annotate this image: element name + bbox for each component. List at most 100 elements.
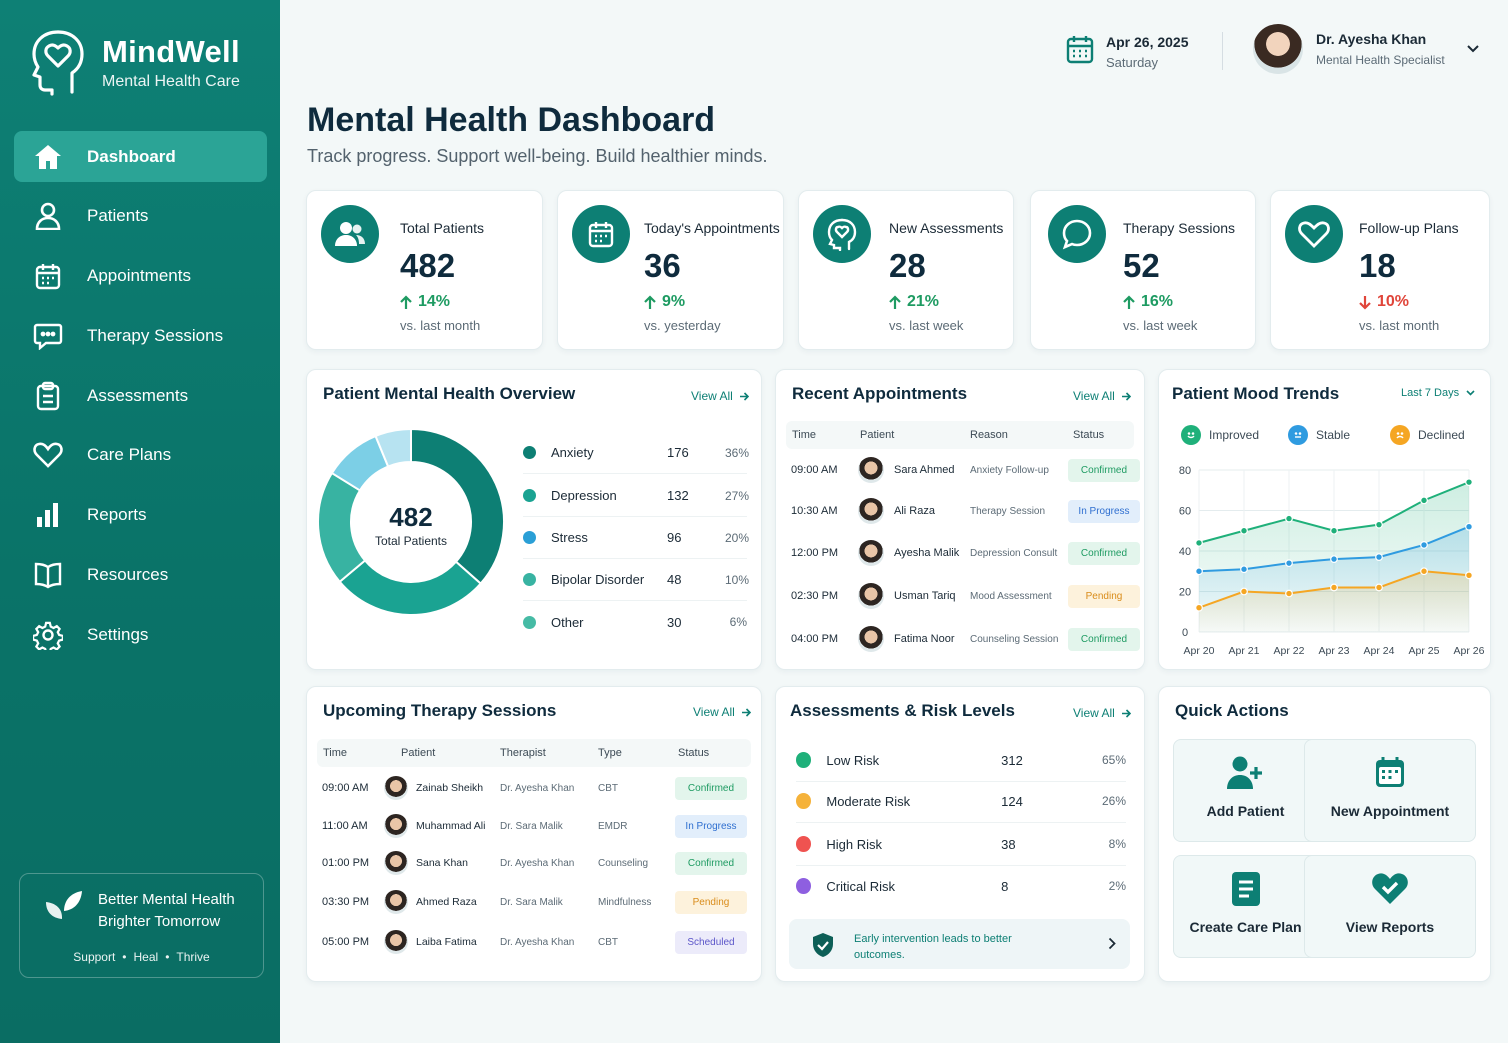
book-icon: [32, 559, 64, 591]
x-tick-label: Apr 20: [1184, 645, 1215, 657]
data-point-stable[interactable]: [1285, 559, 1293, 568]
promo-tags: Support • Heal • Thrive: [73, 950, 210, 964]
row-status: Confirmed: [1068, 458, 1140, 482]
row-patient: Laiba Fatima: [384, 930, 477, 954]
header-weekday: Saturday: [1106, 55, 1159, 70]
data-point-improved[interactable]: [1240, 526, 1248, 535]
data-point-declined[interactable]: [1420, 567, 1428, 576]
stat-card-therapy-sessions[interactable]: Therapy Sessions 52 16% vs. last week: [1030, 190, 1256, 350]
mood-title: Patient Mood Trends: [1172, 384, 1340, 403]
chevron-down-icon[interactable]: [1466, 44, 1480, 54]
table-row[interactable]: 09:00 AM Sara Ahmed Anxiety Follow-up Co…: [786, 454, 1140, 486]
sidebar-item-dashboard[interactable]: Dashboard: [14, 131, 267, 182]
x-tick-label: Apr 26: [1454, 645, 1485, 657]
table-row[interactable]: 05:00 PM Laiba Fatima Dr. Ayesha Khan CB…: [317, 926, 751, 958]
early-intervention-banner[interactable]: Early intervention leads to better outco…: [789, 919, 1130, 969]
data-point-improved[interactable]: [1375, 520, 1383, 529]
status-badge: Pending: [675, 890, 747, 914]
sidebar-item-patients[interactable]: Patients: [14, 191, 267, 242]
upcoming-sessions-card: Upcoming Therapy Sessions View All Time …: [306, 686, 762, 982]
risk-dot: [796, 836, 812, 852]
x-tick-label: Apr 21: [1229, 645, 1260, 657]
data-point-improved[interactable]: [1330, 526, 1338, 535]
data-point-stable[interactable]: [1420, 541, 1428, 549]
patient-name: Usman Tariq: [894, 590, 956, 602]
mood-range-dropdown[interactable]: Last 7 Days: [1401, 387, 1475, 399]
stat-card-todays-appointments[interactable]: Today's Appointments 36 9% vs. yesterday: [557, 190, 784, 350]
table-row[interactable]: 04:00 PM Fatima Noor Counseling Session …: [786, 623, 1140, 655]
overview-view-all-link[interactable]: View All: [691, 389, 749, 403]
view-reports-button[interactable]: View Reports: [1304, 855, 1476, 958]
sidebar-item-appointments[interactable]: Appointments: [14, 251, 267, 302]
risk-count: 312: [1001, 752, 1023, 768]
legend-percent: 36%: [725, 445, 750, 460]
sidebar-item-settings[interactable]: Settings: [14, 609, 267, 660]
stat-delta: 10%: [1359, 293, 1409, 311]
stat-compare: vs. last month: [1359, 318, 1440, 333]
data-point-stable[interactable]: [1330, 555, 1338, 564]
data-point-stable[interactable]: [1240, 565, 1248, 574]
table-row[interactable]: 03:30 PM Ahmed Raza Dr. Sara Malik Mindf…: [317, 886, 751, 918]
row-patient: Ali Raza: [858, 498, 935, 524]
add-patient-button[interactable]: Add Patient: [1173, 739, 1318, 842]
user-menu[interactable]: Dr. Ayesha Khan Mental Health Specialist: [1253, 24, 1445, 74]
promo-tag: Support: [73, 950, 116, 964]
stat-delta-value: 10%: [1377, 293, 1410, 310]
y-tick-label: 40: [1179, 546, 1191, 558]
brand-tagline: Mental Health Care: [102, 72, 240, 90]
data-point-declined[interactable]: [1330, 583, 1338, 592]
table-row[interactable]: 11:00 AM Muhammad Ali Dr. Sara Malik EMD…: [317, 810, 751, 842]
table-row[interactable]: 02:30 PM Usman Tariq Mood Assessment Pen…: [786, 580, 1140, 612]
stat-card-total-patients[interactable]: Total Patients 482 14% vs. last month: [306, 190, 543, 350]
table-row[interactable]: 01:00 PM Sana Khan Dr. Ayesha Khan Couns…: [317, 847, 751, 879]
stat-card-new-assessments[interactable]: New Assessments 28 21% vs. last week: [798, 190, 1014, 350]
sessions-view-all-link[interactable]: View All: [693, 705, 751, 719]
new-appointment-button[interactable]: New Appointment: [1304, 739, 1476, 842]
sidebar-item-assessments[interactable]: Assessments: [14, 370, 267, 421]
data-point-declined[interactable]: [1195, 603, 1203, 612]
data-point-stable[interactable]: [1375, 553, 1383, 561]
donut-slice-depression[interactable]: [338, 559, 483, 616]
donut-slice-anxiety[interactable]: [410, 427, 505, 585]
data-point-declined[interactable]: [1285, 589, 1293, 598]
promo-tag: Thrive: [176, 950, 210, 964]
legend-name: Other: [551, 614, 584, 630]
risk-percent: 26%: [1101, 794, 1126, 808]
table-row[interactable]: 10:30 AM Ali Raza Therapy Session In Pro…: [786, 495, 1140, 527]
data-point-improved[interactable]: [1465, 478, 1473, 487]
data-point-declined[interactable]: [1240, 587, 1248, 596]
donut-slice-other[interactable]: [374, 427, 412, 468]
data-point-declined[interactable]: [1465, 571, 1473, 580]
appointments-view-all-link[interactable]: View All: [1073, 389, 1131, 403]
column-header: Status: [1073, 429, 1105, 441]
data-point-stable[interactable]: [1195, 567, 1203, 576]
heart-check-icon: [1372, 873, 1408, 904]
data-point-improved[interactable]: [1285, 514, 1293, 523]
brain-icon: [813, 205, 871, 263]
risk-view-all-link[interactable]: View All: [1073, 706, 1131, 720]
row-type: Mindfulness: [598, 896, 652, 908]
risk-dot: [796, 752, 812, 768]
row-time: 09:00 AM: [322, 782, 369, 794]
table-row[interactable]: 09:00 AM Zainab Sheikh Dr. Ayesha Khan C…: [317, 772, 751, 804]
header-date[interactable]: Apr 26, 2025 Saturday: [1066, 34, 1189, 70]
sidebar-item-label: Therapy Sessions: [87, 325, 224, 345]
brand-logo[interactable]: MindWell Mental Health Care: [28, 28, 240, 96]
sidebar-item-care-plans[interactable]: Care Plans: [14, 430, 267, 481]
stat-card-follow-up-plans[interactable]: Follow-up Plans 18 10% vs. last month: [1270, 190, 1490, 350]
overview-legend-row: Stress 96 20%: [523, 517, 749, 559]
sidebar-item-reports[interactable]: Reports: [14, 490, 267, 541]
risk-name: Low Risk: [826, 752, 880, 768]
data-point-improved[interactable]: [1420, 496, 1428, 505]
sidebar-item-therapy-sessions[interactable]: Therapy Sessions: [14, 310, 267, 361]
sidebar-item-label: Resources: [87, 565, 169, 585]
data-point-stable[interactable]: [1465, 522, 1473, 531]
row-therapist: Dr. Sara Malik: [500, 896, 563, 908]
sidebar-item-resources[interactable]: Resources: [14, 550, 267, 601]
data-point-declined[interactable]: [1375, 583, 1383, 592]
create-care-plan-button[interactable]: Create Care Plan: [1173, 855, 1318, 958]
table-row[interactable]: 12:00 PM Ayesha Malik Depression Consult…: [786, 537, 1140, 569]
row-status: Confirmed: [1068, 541, 1140, 565]
divider: [796, 822, 1126, 823]
data-point-improved[interactable]: [1195, 538, 1203, 547]
